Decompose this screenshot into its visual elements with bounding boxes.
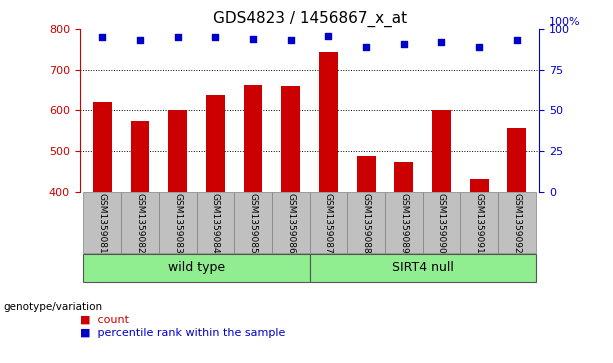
FancyBboxPatch shape <box>422 192 460 253</box>
Point <box>474 44 484 50</box>
Text: GSM1359083: GSM1359083 <box>173 193 182 254</box>
Bar <box>206 95 225 354</box>
Bar <box>470 179 489 354</box>
FancyBboxPatch shape <box>83 192 121 253</box>
Text: ■  percentile rank within the sample: ■ percentile rank within the sample <box>80 328 285 338</box>
Text: 100%: 100% <box>549 17 581 28</box>
FancyBboxPatch shape <box>159 192 197 253</box>
Bar <box>394 162 413 354</box>
Point <box>399 41 409 46</box>
Bar <box>168 110 187 354</box>
FancyBboxPatch shape <box>385 192 422 253</box>
Text: GSM1359090: GSM1359090 <box>437 193 446 254</box>
Text: GSM1359091: GSM1359091 <box>474 193 484 254</box>
Bar <box>93 102 112 354</box>
Point <box>361 44 371 50</box>
Bar <box>131 121 150 354</box>
Text: genotype/variation: genotype/variation <box>3 302 102 312</box>
Text: GSM1359081: GSM1359081 <box>98 193 107 254</box>
Text: ■  count: ■ count <box>80 315 129 325</box>
Point <box>436 39 446 45</box>
Point <box>512 37 522 43</box>
Text: GDS4823 / 1456867_x_at: GDS4823 / 1456867_x_at <box>213 11 406 27</box>
FancyBboxPatch shape <box>234 192 272 253</box>
Text: GSM1359082: GSM1359082 <box>135 193 145 254</box>
Text: GSM1359089: GSM1359089 <box>399 193 408 254</box>
Bar <box>281 86 300 354</box>
FancyBboxPatch shape <box>121 192 159 253</box>
Text: GSM1359088: GSM1359088 <box>362 193 371 254</box>
Point <box>135 37 145 43</box>
Point <box>286 37 295 43</box>
FancyBboxPatch shape <box>310 192 347 253</box>
Point <box>97 34 107 40</box>
Point <box>173 34 183 40</box>
Bar <box>243 85 262 354</box>
Bar <box>508 128 526 354</box>
Text: GSM1359086: GSM1359086 <box>286 193 295 254</box>
FancyBboxPatch shape <box>272 192 310 253</box>
FancyBboxPatch shape <box>498 192 536 253</box>
FancyBboxPatch shape <box>347 192 385 253</box>
Text: GSM1359092: GSM1359092 <box>512 193 521 254</box>
FancyBboxPatch shape <box>310 254 536 282</box>
Point <box>210 34 220 40</box>
Text: GSM1359087: GSM1359087 <box>324 193 333 254</box>
Point <box>324 33 333 38</box>
Text: wild type: wild type <box>168 261 225 274</box>
Point <box>248 36 258 42</box>
FancyBboxPatch shape <box>460 192 498 253</box>
FancyBboxPatch shape <box>83 254 310 282</box>
Bar <box>432 110 451 354</box>
FancyBboxPatch shape <box>197 192 234 253</box>
Text: GSM1359085: GSM1359085 <box>248 193 257 254</box>
Text: SIRT4 null: SIRT4 null <box>392 261 454 274</box>
Bar <box>357 156 376 354</box>
Bar <box>319 52 338 354</box>
Text: GSM1359084: GSM1359084 <box>211 193 220 254</box>
